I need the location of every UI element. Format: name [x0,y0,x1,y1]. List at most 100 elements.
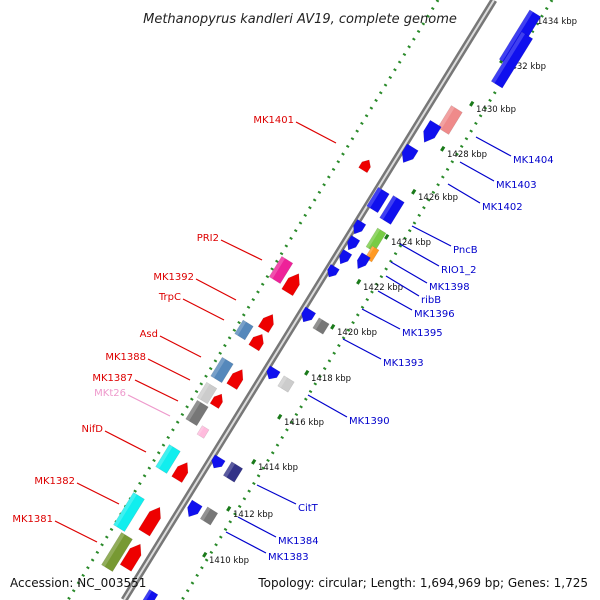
gene-feature [437,105,463,135]
minus-label-leader [307,394,348,418]
minus-label-leader [459,161,495,182]
plus-label-leader [134,379,179,402]
gene-block [196,381,218,405]
gene-label-minus: RIO1_2 [441,265,477,276]
gene-block-highlight [499,9,534,62]
kbp-ticks: 1410 kbp 1412 kbp 1414 kbp 1416 kbp 1418 kbp… [202,12,577,566]
gene-feature [209,393,223,409]
gene-label-plus: MK1388 [105,352,146,363]
gene-block [185,399,209,427]
gene-block [113,492,145,532]
gene-block-highlight [210,357,226,378]
accession-label: Accession: NC_003551 [10,576,146,590]
gene-block-highlight [491,31,526,84]
plus-strand-labels: MK1401 PRI2 MK1392 TrpC Asd MK1388 MK1387 MKt26… [12,115,337,543]
kbp-tick-mark [330,323,336,330]
gene-block-highlight [113,492,137,527]
gene-block-highlight [437,105,455,130]
gene-label-plus: MK1382 [34,476,75,487]
gene-arrow [339,249,353,265]
kbp-tick-label: 1432 kbp [506,62,546,72]
gene-arrow [211,454,226,469]
kbp-tick-label: 1420 kbp [337,328,377,338]
kbp-tick-label: 1414 kbp [258,463,298,473]
gene-label-minus: MK1404 [513,155,554,166]
gene-feature [185,399,209,427]
gene-block-highlight [366,187,382,208]
kbp-tick-label: 1424 kbp [391,238,431,248]
gene-feature [353,219,367,235]
gene-label-plus: NifD [82,424,104,435]
gene-block-highlight [185,400,201,421]
minus-label-leader [361,308,401,330]
gene-feature [138,506,161,537]
genome-title: Methanopyrus kandleri AV19, complete gen… [143,12,457,27]
gene-feature [113,492,145,532]
plus-label-leader [147,358,191,381]
gene-arrow [281,273,300,297]
gene-arrow [119,543,142,572]
plus-label-leader [104,430,147,453]
gene-feature [358,159,371,174]
gene-feature [234,319,254,341]
gene-feature [301,306,317,323]
gene-label-minus: MK1393 [383,358,424,369]
gene-feature [211,454,226,469]
gene-feature [155,444,181,474]
plus-strand-dotted-track [66,0,440,600]
minus-label-leader [411,225,452,247]
kbp-tick-label: 1412 kbp [233,510,273,520]
gene-feature [312,317,330,335]
gene-block [379,195,405,225]
gene-label-minus: ribB [421,295,441,306]
gene-label-minus: CitT [298,503,319,514]
minus-label-leader [256,484,297,505]
gene-label-minus: MK1403 [496,180,537,191]
kbp-tick-mark [440,145,446,152]
gene-label-plus: MK1381 [12,514,53,525]
gene-feature [187,499,203,518]
minus-strand-dotted-track [180,0,554,600]
gene-block [490,31,534,89]
gene-label-plus: MK1392 [153,272,194,283]
gene-feature [379,195,405,225]
minus-label-leader [475,136,512,157]
minus-label-leader [390,261,428,284]
minus-label-leader [342,338,382,360]
gene-feature [141,589,159,600]
gene-label-minus: MK1398 [429,282,470,293]
gene-arrow [248,333,264,352]
gene-feature [196,381,218,405]
plus-label-leader [54,520,98,543]
gene-block-highlight [101,532,125,567]
backbone-line-inner [123,0,495,600]
gene-block-highlight [365,228,381,249]
gene-feature [490,31,534,89]
minus-label-leader [237,516,277,538]
plus-label-leader [159,335,202,358]
minus-label-leader [377,290,413,311]
gene-feature [401,143,419,163]
gene-block [277,375,295,393]
gene-label-minus: MK1384 [278,536,319,547]
kbp-tick-mark [202,551,208,558]
gene-block-highlight [223,461,235,478]
gene-label-plus: MK1401 [253,115,294,126]
gene-arrow [171,462,189,484]
gene-block [366,186,390,214]
gene-block-highlight [196,425,205,436]
gene-block-highlight [312,317,323,330]
gene-feature [366,186,390,214]
gene-block [210,356,234,384]
gene-label-plus: PRI2 [197,233,219,244]
gene-block [312,317,330,335]
gene-label-minus: MK1383 [268,552,309,563]
kbp-tick-mark [304,369,310,376]
plus-label-leader [220,239,263,261]
gene-feature [281,273,300,297]
kbp-tick-label: 1416 kbp [284,418,324,428]
gene-block [437,105,463,135]
gene-arrow [327,263,340,278]
gene-block [234,319,254,341]
gene-block-highlight [200,506,211,521]
